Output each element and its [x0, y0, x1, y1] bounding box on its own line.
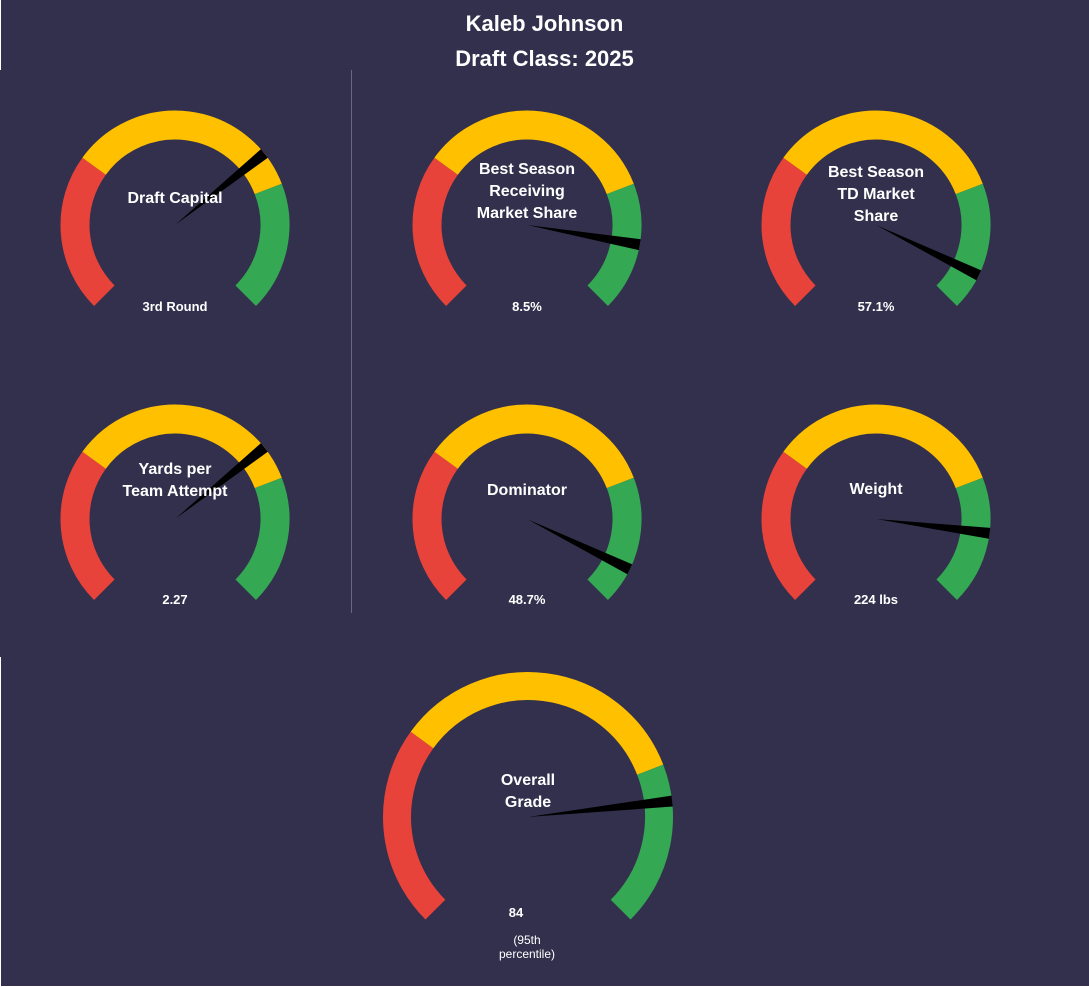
gauge-segment-yellow — [82, 110, 282, 195]
gauge-dial — [761, 110, 991, 306]
gauge-weight: Weight 224 lbs — [746, 389, 1006, 689]
gauge-segment-yellow — [434, 110, 634, 195]
gauge-overall-grade: Overall Grade 84 (95th percentile) — [383, 672, 673, 987]
gauge-title: Best Season TD Market Share — [746, 162, 1006, 228]
gauge-segment-red — [761, 157, 816, 306]
gauge-title-line: Yards per — [138, 461, 212, 478]
gauge-title-line: Grade — [504, 794, 552, 811]
gauge-td-market-share: Best Season TD Market Share 57.1% — [746, 95, 1006, 395]
gauge-title-line: Team Attempt — [122, 483, 228, 500]
gauge-title: Overall Grade — [398, 770, 658, 814]
gauge-needle — [175, 443, 268, 519]
gauge-dial — [383, 672, 673, 920]
gauge-note-line: (95th — [513, 933, 541, 947]
gauge-segment-yellow — [410, 672, 664, 775]
gauge-dial — [60, 404, 290, 600]
gauge-segment-green — [936, 183, 991, 306]
gauge-title-line: Best Season — [478, 161, 576, 178]
gauge-needle — [527, 225, 641, 251]
gauge-note-line: percentile) — [498, 947, 556, 961]
gauge-value-label: 84 — [508, 905, 524, 920]
gauge-dial — [412, 110, 642, 306]
gauge-needle — [528, 795, 673, 817]
gauge-title: Draft Capital — [45, 188, 305, 210]
frame-notch — [0, 657, 1, 986]
gauge-title-line: Weight — [849, 481, 903, 498]
frame-notch — [0, 0, 1, 70]
gauge-title-line: Share — [853, 208, 899, 225]
gauge-title-line: Receiving — [489, 183, 565, 200]
gauge-receiving-market-share: Best Season Receiving Market Share 8.5% — [397, 95, 657, 395]
gauge-needle — [876, 519, 991, 539]
gauge-yards-per-team-attempt: Yards per Team Attempt 2.27 — [45, 389, 305, 689]
gauge-title: Yards per Team Attempt — [45, 459, 305, 503]
gauge-segment-green — [936, 477, 991, 600]
gauge-segment-green — [235, 183, 290, 306]
gauge-title: Dominator — [397, 480, 657, 502]
gauge-value-label: 2.27 — [162, 592, 188, 607]
gauge-title: Weight — [746, 479, 1006, 501]
gauge-value-label: 8.5% — [512, 299, 542, 314]
gauge-value-label: 48.7% — [508, 592, 546, 607]
gauge-segment-red — [60, 451, 115, 600]
gauge-segment-yellow — [434, 404, 634, 489]
gauge-value-label: 224 lbs — [853, 592, 899, 607]
gauge-needle — [876, 225, 982, 281]
gauge-value-label: 57.1% — [857, 299, 895, 314]
gauge-value-label: 3rd Round — [142, 299, 208, 314]
gauge-segment-red — [60, 157, 115, 306]
gauge-segment-yellow — [783, 110, 983, 195]
gauge-title: Best Season Receiving Market Share — [397, 159, 657, 225]
gauge-segment-red — [412, 451, 467, 600]
player-name: Kaleb Johnson — [465, 11, 624, 36]
gauge-title-line: Market Share — [476, 205, 578, 222]
gauge-needle — [527, 519, 633, 575]
gauge-dial — [761, 404, 991, 600]
gauge-needle — [175, 149, 268, 225]
gauge-title-line: Best Season — [827, 164, 925, 181]
gauge-segment-yellow — [783, 404, 983, 489]
gauge-draft-capital: Draft Capital 3rd Round — [45, 95, 305, 395]
draft-class: Draft Class: 2025 — [455, 46, 634, 71]
gauge-percentile-note: (95th percentile) — [397, 933, 657, 961]
gauge-segment-green — [235, 477, 290, 600]
gauge-segment-red — [383, 731, 446, 920]
section-divider — [351, 70, 352, 613]
gauge-segment-red — [412, 157, 467, 306]
gauge-segment-green — [587, 477, 642, 600]
gauge-dial — [412, 404, 642, 600]
gauge-dominator: Dominator 48.7% — [397, 389, 657, 689]
gauge-title-line: Overall — [500, 772, 556, 789]
gauge-segment-green — [610, 764, 673, 920]
gauge-dial — [60, 110, 290, 306]
gauge-title-line: Draft Capital — [127, 190, 223, 207]
gauge-title-line: TD Market — [837, 186, 915, 203]
page-title: Kaleb Johnson Draft Class: 2025 — [0, 6, 1089, 76]
gauge-segment-red — [761, 451, 816, 600]
gauge-title-line: Dominator — [487, 482, 567, 499]
